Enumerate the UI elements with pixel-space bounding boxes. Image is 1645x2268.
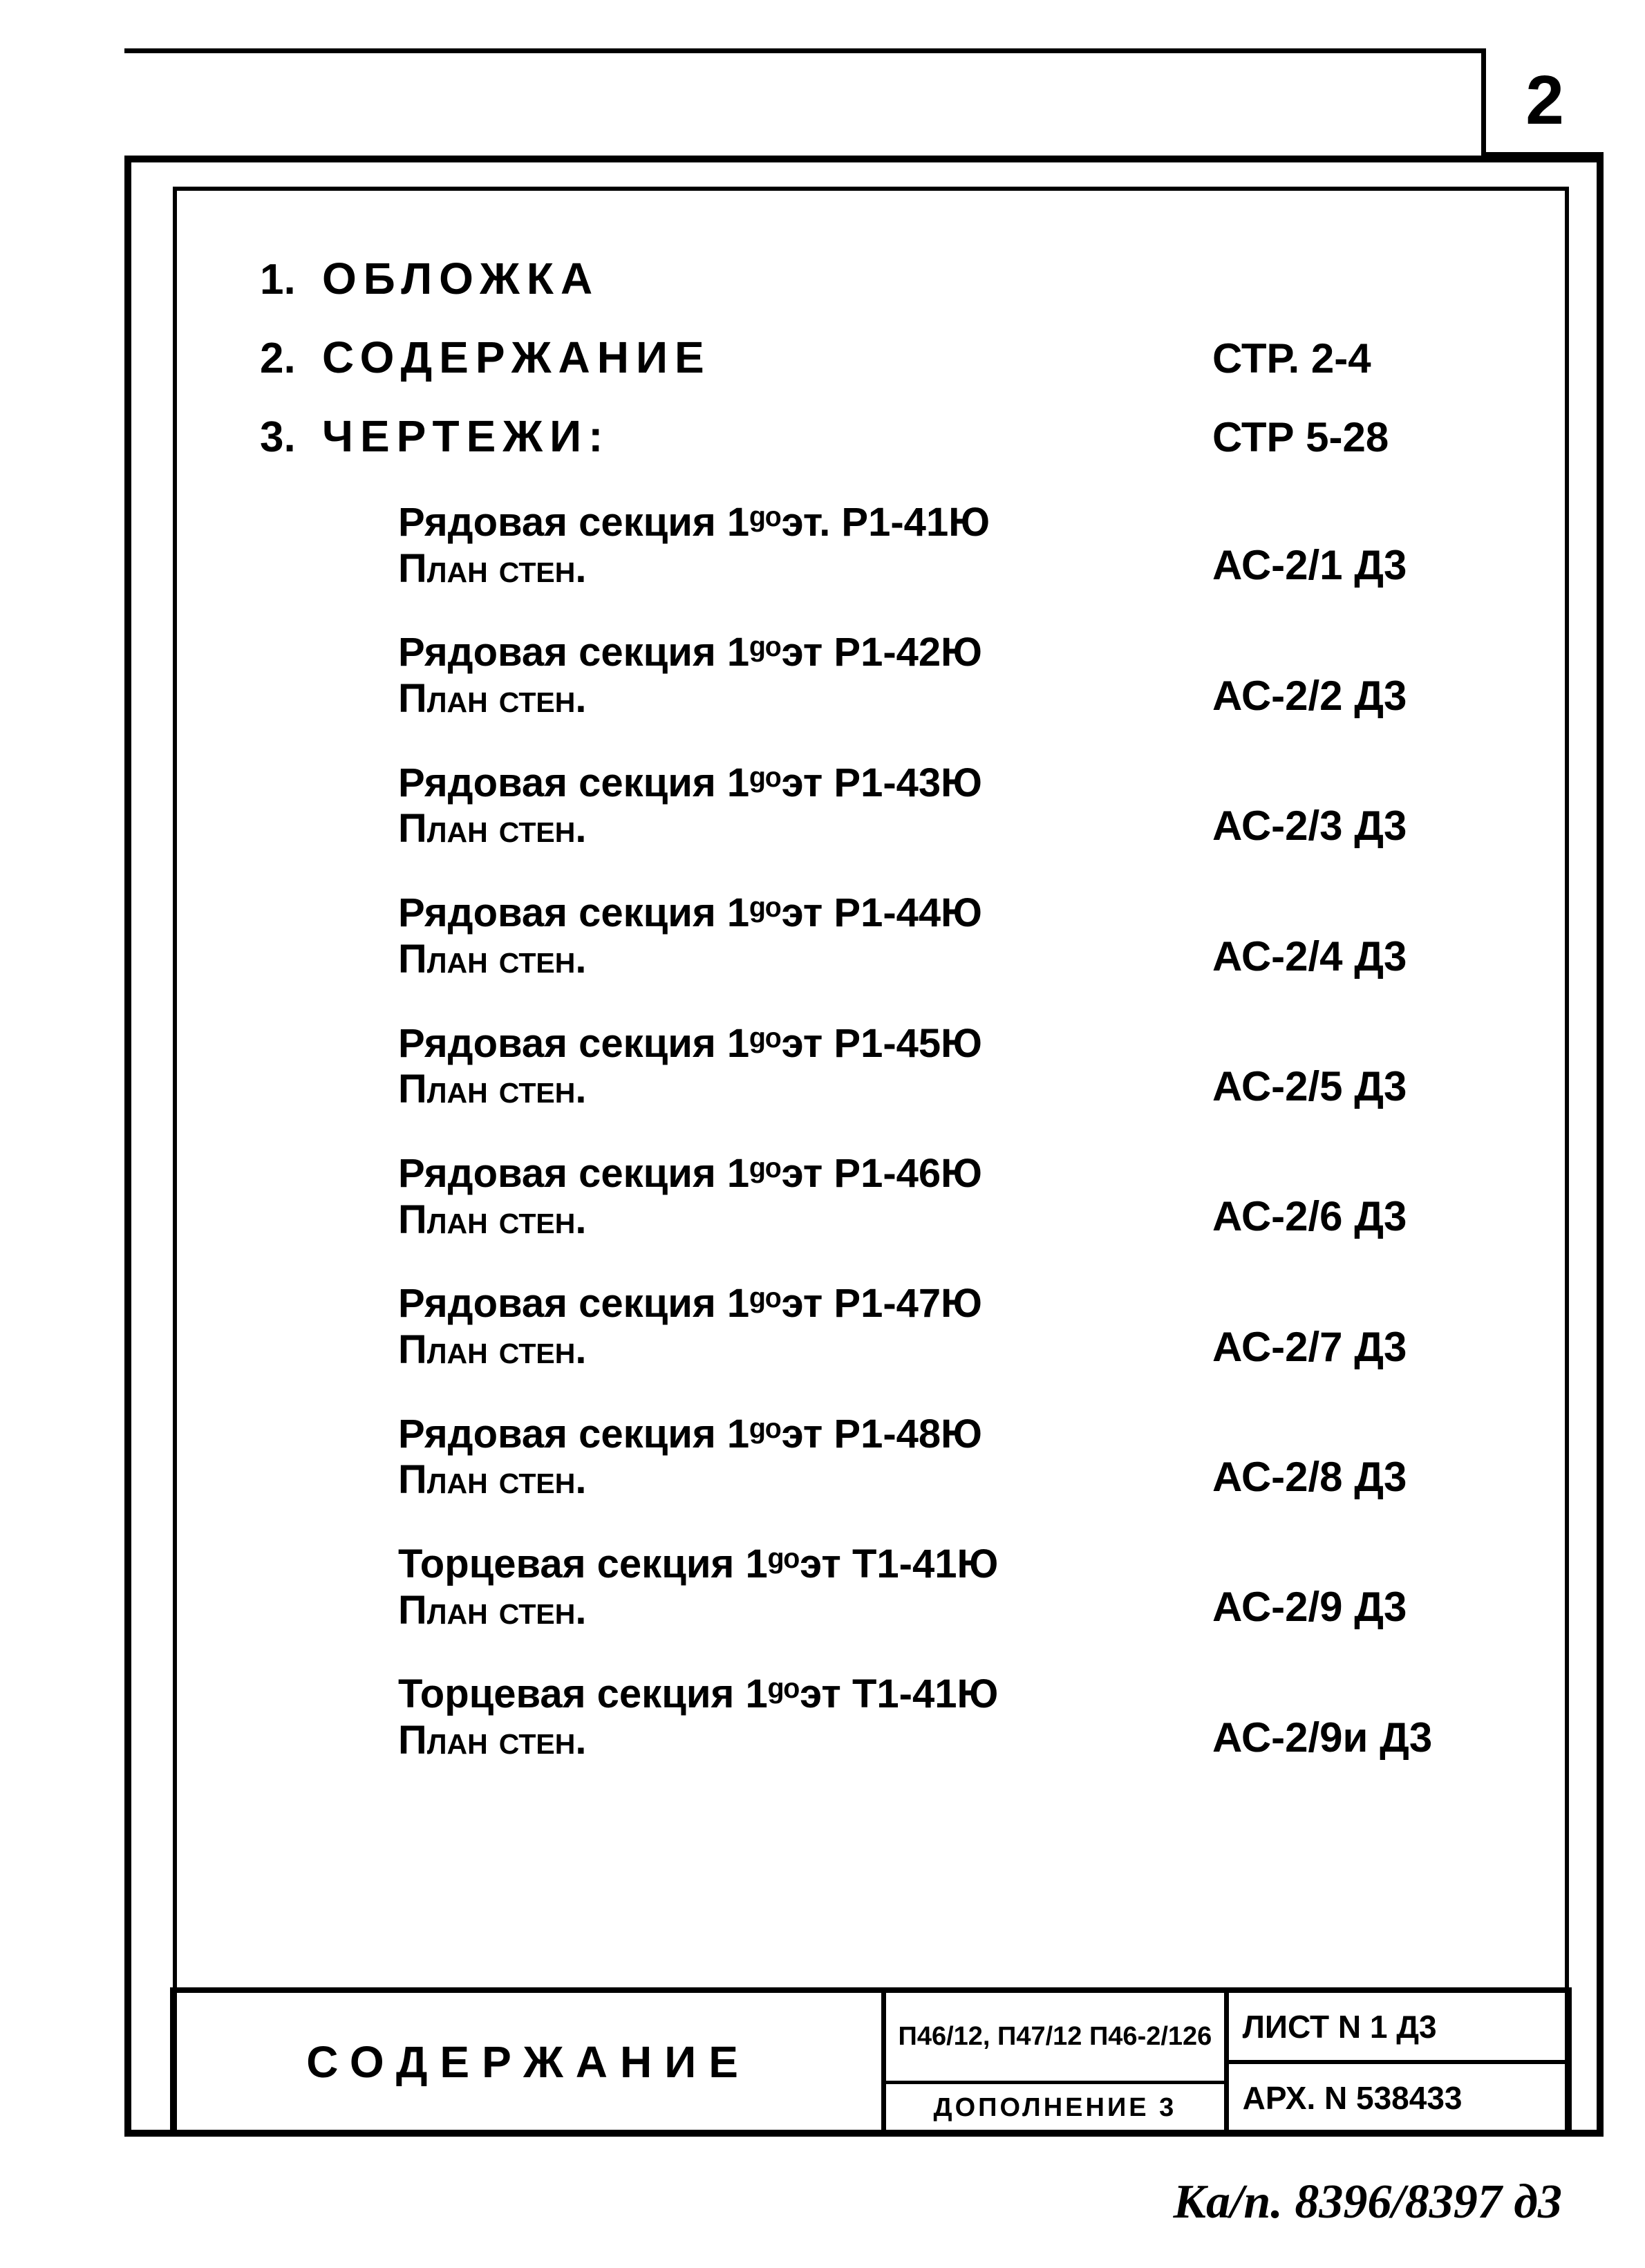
inner-frame: 1. ОБЛОЖКА 2. СОДЕРЖАНИЕ СТР. 2-4 3. ЧЕР… xyxy=(173,187,1569,2130)
toc-item: Торцевая секция 1ᵍᵒэт Т1-41Ю План стен. … xyxy=(398,1671,1510,1763)
toc-item-line1: Торцевая секция 1ᵍᵒэт Т1-41Ю xyxy=(398,1671,1212,1718)
toc-item-text: Рядовая секция 1ᵍᵒэт Р1-43Ю План стен. xyxy=(398,760,1212,852)
heading-title: ЧЕРТЕЖИ: xyxy=(322,411,1212,462)
toc-item-line2: План стен. xyxy=(398,1067,1212,1113)
toc-item-line1: Рядовая секция 1ᵍᵒэт Р1-45Ю xyxy=(398,1021,1212,1067)
toc-item-text: Рядовая секция 1ᵍᵒэт Р1-44Ю План стен. xyxy=(398,890,1212,982)
toc-item-text: Рядовая секция 1ᵍᵒэт Р1-42Ю План стен. xyxy=(398,630,1212,722)
toc-item-line1: Рядовая секция 1ᵍᵒэт Р1-43Ю xyxy=(398,760,1212,807)
toc-item: Рядовая секция 1ᵍᵒэт Р1-45Ю План стен. А… xyxy=(398,1021,1510,1113)
toc-item-code: АС-2/3 Д3 xyxy=(1212,802,1510,852)
toc-item-text: Рядовая секция 1ᵍᵒэт Р1-47Ю План стен. xyxy=(398,1281,1212,1373)
toc-item-line2: План стен. xyxy=(398,1588,1212,1634)
top-rule xyxy=(124,48,1486,53)
toc-item: Рядовая секция 1ᵍᵒэт Р1-42Ю План стен. А… xyxy=(398,630,1510,722)
heading-row: 2. СОДЕРЖАНИЕ СТР. 2-4 xyxy=(260,332,1510,383)
toc-item: Рядовая секция 1ᵍᵒэт Р1-43Ю План стен. А… xyxy=(398,760,1510,852)
heading-row: 3. ЧЕРТЕЖИ: СТР 5-28 xyxy=(260,411,1510,462)
toc-item-line1: Рядовая секция 1ᵍᵒэт Р1-42Ю xyxy=(398,630,1212,676)
toc-item-code: АС-2/6 Д3 xyxy=(1212,1192,1510,1243)
toc-item-text: Рядовая секция 1ᵍᵒэт Р1-46Ю План стен. xyxy=(398,1151,1212,1243)
archive-number: АРХ. N 538433 xyxy=(1229,2064,1566,2131)
toc-item-line1: Рядовая секция 1ᵍᵒэт Р1-48Ю xyxy=(398,1412,1212,1458)
heading-row: 1. ОБЛОЖКА xyxy=(260,253,1510,304)
toc-item-code: АС-2/1 Д3 xyxy=(1212,541,1510,592)
toc-item-line2: План стен. xyxy=(398,1457,1212,1503)
title-block-left: СОДЕРЖАНИЕ xyxy=(176,1993,886,2131)
heading-number: 1. xyxy=(260,255,322,304)
toc-item-line1: Рядовая секция 1ᵍᵒэт Р1-46Ю xyxy=(398,1151,1212,1197)
toc-item-line2: План стен. xyxy=(398,937,1212,983)
toc-item-text: Торцевая секция 1ᵍᵒэт Т1-41Ю План стен. xyxy=(398,1671,1212,1763)
toc-item-code: АС-2/9 Д3 xyxy=(1212,1583,1510,1633)
toc-item-line1: Рядовая секция 1ᵍᵒэт Р1-44Ю xyxy=(398,890,1212,937)
toc-item-code: АС-2/9и Д3 xyxy=(1212,1714,1510,1764)
title-block-mid-bot: ДОПОЛНЕНИЕ 3 xyxy=(886,2084,1223,2131)
toc-item-line1: Рядовая секция 1ᵍᵒэт Р1-47Ю xyxy=(398,1281,1212,1327)
toc-item-code: АС-2/5 Д3 xyxy=(1212,1062,1510,1113)
page-number-box: 2 xyxy=(1481,48,1604,157)
toc-item: Рядовая секция 1ᵍᵒэт Р1-46Ю План стен. А… xyxy=(398,1151,1510,1243)
heading-pages: СТР. 2-4 xyxy=(1212,335,1510,382)
outer-frame: 1. ОБЛОЖКА 2. СОДЕРЖАНИЕ СТР. 2-4 3. ЧЕР… xyxy=(124,156,1604,2137)
sheet-number: ЛИСТ N 1 Д3 xyxy=(1229,1993,1566,2064)
heading-title: ОБЛОЖКА xyxy=(322,253,1212,304)
toc-item-text: Рядовая секция 1ᵍᵒэт Р1-48Ю План стен. xyxy=(398,1412,1212,1503)
toc-item-text: Торцевая секция 1ᵍᵒэт Т1-41Ю План стен. xyxy=(398,1541,1212,1633)
toc-item-text: Рядовая секция 1ᵍᵒэт. Р1-41Ю План стен. xyxy=(398,500,1212,592)
toc-item: Рядовая секция 1ᵍᵒэт Р1-48Ю План стен. А… xyxy=(398,1412,1510,1503)
toc-item-line2: План стен. xyxy=(398,546,1212,592)
toc-item: Рядовая секция 1ᵍᵒэт Р1-47Ю План стен. А… xyxy=(398,1281,1510,1373)
title-block-middle: П46/12, П47/12 П46-2/126 ДОПОЛНЕНИЕ 3 xyxy=(886,1993,1228,2131)
title-block-mid-top: П46/12, П47/12 П46-2/126 xyxy=(886,1993,1223,2084)
toc-item-line2: План стен. xyxy=(398,1718,1212,1764)
heading-number: 3. xyxy=(260,413,322,462)
toc-item-line2: План стен. xyxy=(398,1197,1212,1244)
toc-item-line2: План стен. xyxy=(398,806,1212,852)
toc-item: Торцевая секция 1ᵍᵒэт Т1-41Ю План стен. … xyxy=(398,1541,1510,1633)
page-number: 2 xyxy=(1525,61,1564,140)
title-block: СОДЕРЖАНИЕ П46/12, П47/12 П46-2/126 ДОПО… xyxy=(170,1987,1572,2137)
content-area: 1. ОБЛОЖКА 2. СОДЕРЖАНИЕ СТР. 2-4 3. ЧЕР… xyxy=(260,253,1510,1971)
document-page: 2 1. ОБЛОЖКА 2. СОДЕРЖАНИЕ СТР. 2-4 3. Ч… xyxy=(0,0,1645,2268)
toc-item-line2: План стен. xyxy=(398,1327,1212,1374)
toc-item-text: Рядовая секция 1ᵍᵒэт Р1-45Ю План стен. xyxy=(398,1021,1212,1113)
footer-handwritten-note: Ка/п. 8396/8397 д3 xyxy=(1173,2175,1562,2230)
toc-item: Рядовая секция 1ᵍᵒэт. Р1-41Ю План стен. … xyxy=(398,500,1510,592)
toc-item-line1: Рядовая секция 1ᵍᵒэт. Р1-41Ю xyxy=(398,500,1212,546)
heading-title: СОДЕРЖАНИЕ xyxy=(322,332,1212,383)
toc-item-line1: Торцевая секция 1ᵍᵒэт Т1-41Ю xyxy=(398,1541,1212,1588)
toc-item-code: АС-2/4 Д3 xyxy=(1212,932,1510,983)
toc-item-code: АС-2/2 Д3 xyxy=(1212,672,1510,722)
heading-pages: СТР 5-28 xyxy=(1212,413,1510,461)
toc-item: Рядовая секция 1ᵍᵒэт Р1-44Ю План стен. А… xyxy=(398,890,1510,982)
toc-item-code: АС-2/8 Д3 xyxy=(1212,1453,1510,1503)
toc-item-line2: План стен. xyxy=(398,676,1212,722)
title-block-right: ЛИСТ N 1 Д3 АРХ. N 538433 xyxy=(1229,1993,1566,2131)
heading-number: 2. xyxy=(260,334,322,383)
toc-item-code: АС-2/7 Д3 xyxy=(1212,1323,1510,1374)
